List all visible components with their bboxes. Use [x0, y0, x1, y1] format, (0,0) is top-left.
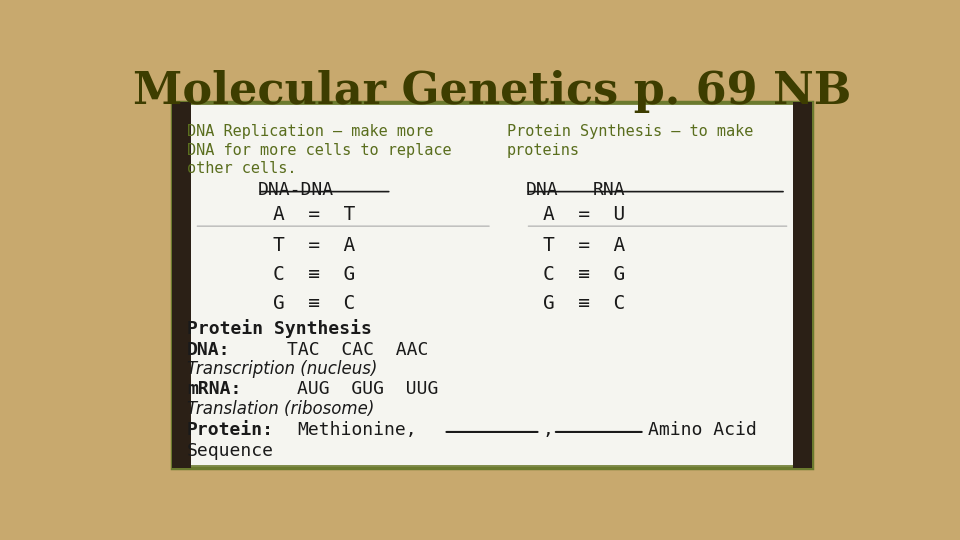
Text: Protein:: Protein:: [187, 421, 274, 439]
FancyBboxPatch shape: [172, 102, 812, 468]
Text: mRNA:: mRNA:: [187, 380, 241, 398]
Text: Sequence: Sequence: [187, 442, 274, 460]
Text: Transcription (nucleus): Transcription (nucleus): [187, 360, 377, 378]
Text: Protein Synthesis – to make: Protein Synthesis – to make: [507, 124, 754, 139]
Text: proteins: proteins: [507, 143, 580, 158]
Text: Amino Acid: Amino Acid: [648, 421, 757, 439]
Text: Methionine,: Methionine,: [297, 421, 417, 439]
Text: C  ≡  G: C ≡ G: [542, 265, 625, 284]
Text: DNA-DNA: DNA-DNA: [257, 180, 334, 199]
Text: G  ≡  C: G ≡ C: [542, 294, 625, 313]
Text: T  =  A: T = A: [273, 236, 355, 255]
Text: Protein Synthesis: Protein Synthesis: [187, 319, 372, 339]
Text: DNA for more cells to replace: DNA for more cells to replace: [187, 143, 451, 158]
Text: C  ≡  G: C ≡ G: [273, 265, 355, 284]
Text: G  ≡  C: G ≡ C: [273, 294, 355, 313]
Text: T  =  A: T = A: [542, 236, 625, 255]
Text: A  =  T: A = T: [273, 205, 355, 224]
Text: AUG  GUG  UUG: AUG GUG UUG: [297, 380, 439, 398]
Text: DNA: DNA: [525, 180, 558, 199]
Text: TAC  CAC  AAC: TAC CAC AAC: [287, 341, 429, 359]
Text: A  =  U: A = U: [542, 205, 625, 224]
Bar: [172, 102, 191, 468]
Text: DNA:: DNA:: [187, 341, 230, 359]
Text: DNA Replication – make more: DNA Replication – make more: [187, 124, 433, 139]
Text: Molecular Genetics p. 69 NB: Molecular Genetics p. 69 NB: [132, 70, 852, 113]
Bar: [793, 102, 812, 468]
Text: other cells.: other cells.: [187, 161, 297, 176]
Text: RNA: RNA: [592, 180, 625, 199]
Text: ,: ,: [542, 421, 554, 439]
Text: Translation (ribosome): Translation (ribosome): [187, 400, 374, 418]
